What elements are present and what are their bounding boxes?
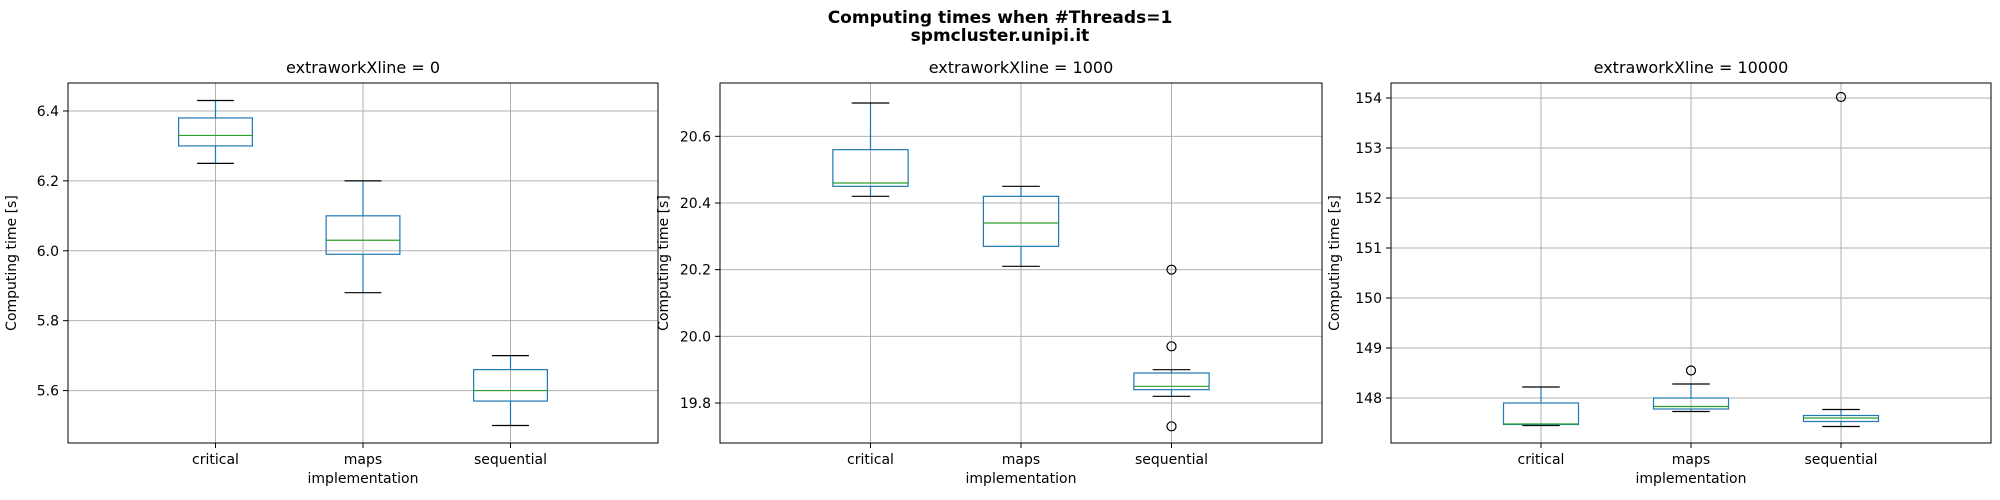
outlier-point (1835, 91, 1847, 103)
box-sequential (1802, 91, 1880, 428)
x-tick-label: sequential (1135, 452, 1208, 468)
box-iqr (178, 117, 253, 147)
y-tick-label: 149 (1355, 341, 1382, 357)
y-tick-label: 150 (1355, 291, 1382, 307)
y-tick-label: 154 (1355, 91, 1382, 107)
x-axis-label: implementation (966, 471, 1077, 487)
y-tick-label: 5.8 (37, 314, 59, 330)
box-iqr (1133, 372, 1210, 391)
x-axis-label: implementation (1636, 471, 1747, 487)
box-maps (325, 180, 401, 294)
y-tick-label: 148 (1355, 391, 1382, 407)
subplot-title: extraworkXline = 0 (286, 58, 440, 77)
x-tick-label: maps (1002, 452, 1040, 468)
box-iqr (325, 215, 401, 255)
x-tick-label: sequential (1804, 452, 1877, 468)
figure-title: Computing times when #Threads=1 (827, 8, 1173, 28)
y-tick-label: 151 (1355, 241, 1382, 257)
y-tick-label: 19.8 (680, 396, 711, 412)
y-axis-label: Computing time [s] (656, 195, 672, 331)
figure-subtitle: spmcluster.unipi.it (910, 26, 1090, 46)
y-tick-label: 153 (1355, 141, 1382, 157)
y-tick-label: 5.6 (37, 384, 59, 400)
y-tick-label: 20.4 (680, 196, 711, 212)
y-tick-label: 20.6 (680, 129, 711, 145)
subplot-title: extraworkXline = 1000 (929, 58, 1114, 77)
subplot-extrawork-10000: 148 149 150 151 152 153 154 critical maps sequent… (1327, 58, 1992, 487)
y-tick-label: 20.2 (680, 263, 711, 279)
x-axis-label: implementation (308, 471, 419, 487)
box-critical (178, 99, 253, 164)
box-iqr (982, 195, 1060, 247)
y-axis-label: Computing time [s] (1327, 195, 1343, 331)
x-tick-label: critical (1518, 452, 1565, 468)
y-tick-label: 20.0 (680, 329, 711, 345)
box-sequential (1133, 264, 1210, 432)
y-tick-label: 152 (1355, 191, 1382, 207)
box-critical (832, 102, 909, 197)
outlier-point (1166, 264, 1177, 275)
x-tick-label: critical (192, 452, 239, 468)
x-tick-label: maps (1672, 452, 1710, 468)
box-sequential (473, 355, 548, 427)
box-maps (982, 185, 1060, 267)
outlier-point (1166, 421, 1177, 432)
outlier-point (1685, 365, 1697, 376)
box-maps (1652, 365, 1730, 413)
x-tick-label: maps (344, 452, 382, 468)
subplot-title: extraworkXline = 10000 (1594, 58, 1789, 77)
box-iqr (473, 369, 548, 402)
outlier-point (1166, 341, 1177, 352)
y-axis-label: Computing time [s] (4, 195, 20, 331)
box-iqr (832, 149, 909, 187)
x-tick-label: sequential (474, 452, 547, 468)
y-tick-label: 6.4 (37, 104, 59, 120)
y-tick-label: 6.0 (37, 244, 59, 260)
y-tick-label: 6.2 (37, 174, 59, 190)
box-critical (1502, 386, 1580, 427)
box-iqr (1652, 397, 1730, 410)
subplot-extrawork-0: 5.6 5.8 6.0 6.2 6.4 critical maps sequential imp… (4, 58, 659, 487)
subplot-extrawork-1000: 19.8 20.0 20.2 20.4 20.6 critical maps sequenti… (656, 58, 1323, 487)
x-tick-label: critical (847, 452, 894, 468)
